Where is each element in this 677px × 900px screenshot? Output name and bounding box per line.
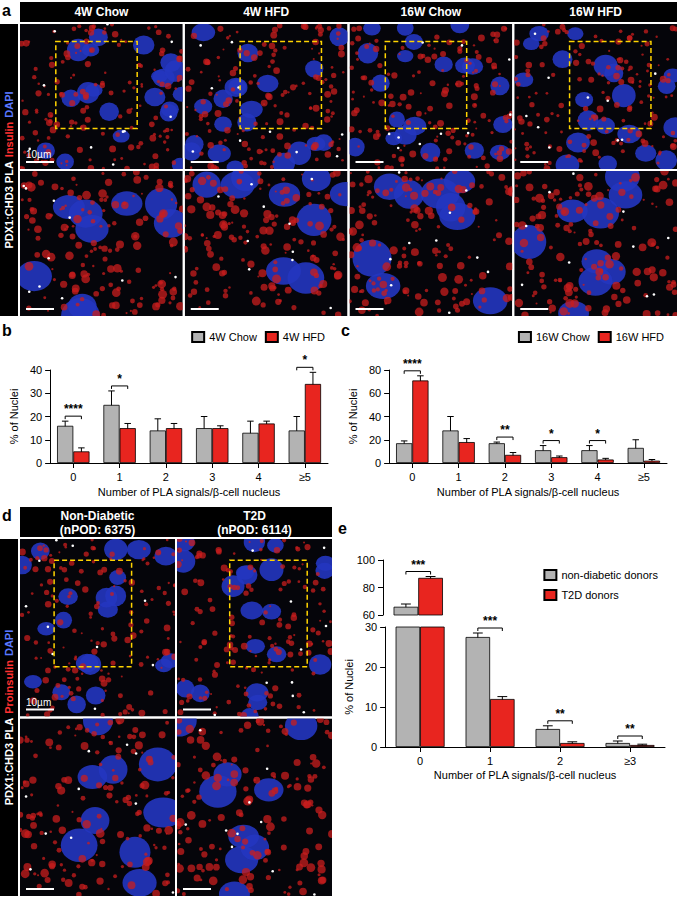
svg-text:Number of PLA signals/β-cell n: Number of PLA signals/β-cell nucleus — [98, 486, 281, 498]
svg-text:% of Nuclei: % of Nuclei — [8, 389, 20, 445]
svg-text:40: 40 — [369, 411, 381, 423]
svg-text:***: *** — [483, 614, 497, 628]
svg-text:T2D donors: T2D donors — [561, 589, 619, 601]
svg-text:0: 0 — [36, 457, 42, 469]
svg-text:0: 0 — [409, 471, 415, 483]
svg-text:10µm: 10µm — [26, 149, 51, 160]
svg-text:*: * — [117, 372, 122, 386]
svg-text:1: 1 — [456, 471, 462, 483]
svg-text:2: 2 — [557, 755, 563, 767]
svg-text:**: ** — [555, 707, 565, 721]
svg-text:2: 2 — [502, 471, 508, 483]
svg-text:% of Nuclei: % of Nuclei — [347, 389, 359, 445]
svg-text:1: 1 — [487, 755, 493, 767]
svg-text:4W Chow: 4W Chow — [209, 331, 257, 343]
svg-text:10µm: 10µm — [26, 697, 51, 708]
svg-text:*: * — [549, 427, 554, 441]
svg-text:2: 2 — [163, 471, 169, 483]
svg-text:20: 20 — [369, 434, 381, 446]
svg-text:80: 80 — [369, 364, 381, 376]
svg-text:*: * — [303, 353, 308, 367]
svg-text:≥3: ≥3 — [624, 755, 636, 767]
svg-text:0: 0 — [70, 471, 76, 483]
svg-text:d: d — [2, 507, 12, 524]
svg-text:*: * — [595, 427, 600, 441]
svg-text:100: 100 — [357, 554, 375, 566]
svg-text:PDX1:CHD3 PLAInsulinDAPI: PDX1:CHD3 PLAInsulinDAPI — [3, 91, 15, 248]
svg-text:Number of PLA signals/β-cell n: Number of PLA signals/β-cell nucleus — [434, 769, 617, 781]
svg-text:(nPOD: 6114): (nPOD: 6114) — [217, 523, 292, 537]
svg-text:30: 30 — [30, 387, 42, 399]
svg-text:a: a — [2, 2, 11, 19]
svg-text:16W Chow: 16W Chow — [401, 5, 462, 19]
svg-text:4W HFD: 4W HFD — [243, 5, 289, 19]
svg-text:4W Chow: 4W Chow — [74, 5, 129, 19]
svg-text:T2D: T2D — [243, 509, 266, 523]
svg-text:3: 3 — [209, 471, 215, 483]
svg-text:60: 60 — [369, 387, 381, 399]
svg-text:4: 4 — [594, 471, 600, 483]
svg-text:% of Nuclei: % of Nuclei — [343, 659, 355, 715]
svg-text:1: 1 — [117, 471, 123, 483]
svg-text:****: **** — [64, 402, 83, 416]
svg-text:16W HFD: 16W HFD — [616, 331, 664, 343]
svg-text:60: 60 — [363, 609, 375, 621]
svg-text:PDX1:CHD3 PLAProinsulinDAPI: PDX1:CHD3 PLAProinsulinDAPI — [3, 630, 15, 805]
svg-text:0: 0 — [375, 457, 381, 469]
svg-text:0: 0 — [371, 741, 377, 753]
svg-text:20: 20 — [30, 411, 42, 423]
svg-text:30: 30 — [365, 621, 377, 633]
svg-text:16W HFD: 16W HFD — [569, 5, 622, 19]
svg-text:40: 40 — [30, 364, 42, 376]
svg-text:16W Chow: 16W Chow — [536, 331, 590, 343]
svg-text:10: 10 — [30, 434, 42, 446]
html-text:b: b — [2, 322, 12, 339]
svg-text:4W HFD: 4W HFD — [283, 331, 325, 343]
svg-text:10: 10 — [365, 701, 377, 713]
svg-text:Non-Diabetic: Non-Diabetic — [60, 509, 134, 523]
svg-text:(nPOD: 6375): (nPOD: 6375) — [60, 523, 135, 537]
svg-text:****: **** — [403, 357, 422, 371]
svg-text:Number of PLA signals/β-cell n: Number of PLA signals/β-cell nucleus — [437, 486, 620, 498]
svg-text:non-diabetic donors: non-diabetic donors — [561, 569, 658, 581]
svg-text:***: *** — [411, 558, 425, 572]
svg-text:80: 80 — [363, 582, 375, 594]
svg-text:4: 4 — [255, 471, 261, 483]
svg-text:20: 20 — [365, 661, 377, 673]
html-text:e: e — [338, 520, 347, 537]
svg-text:0: 0 — [417, 755, 423, 767]
svg-text:≥5: ≥5 — [638, 471, 650, 483]
svg-text:≥5: ≥5 — [299, 471, 311, 483]
html-text:c: c — [341, 322, 350, 339]
svg-text:**: ** — [500, 423, 510, 437]
svg-text:**: ** — [625, 722, 635, 736]
svg-text:3: 3 — [548, 471, 554, 483]
